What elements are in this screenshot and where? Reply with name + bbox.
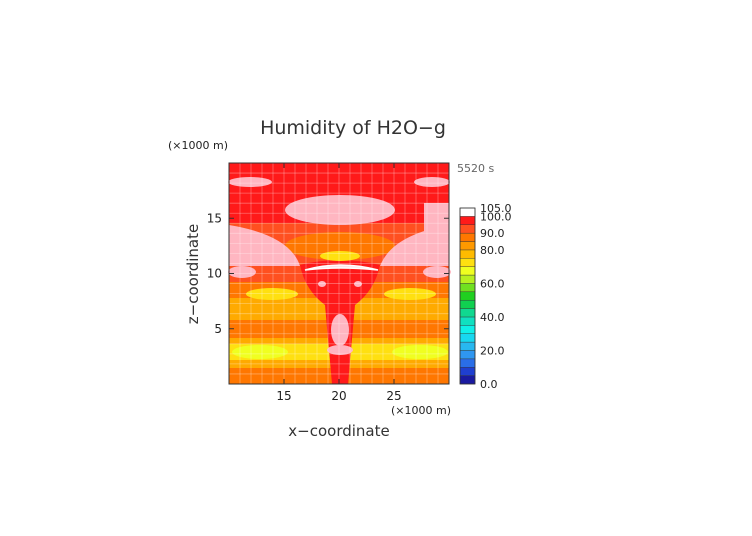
field-pink-dot-right [354,281,362,287]
y-unit-label: (×1000 m) [168,139,228,152]
colorbar-swatch [459,207,476,217]
colorbar-label: 100.0 [480,210,512,223]
colorbar-swatch [459,341,476,351]
field-yellow-lower-left [232,345,288,359]
x-unit-label: (×1000 m) [391,404,451,417]
colorbar-swatch [459,299,476,309]
colorbar-swatch [459,333,476,343]
chart-title: Humidity of H2O−g [260,117,446,139]
field-yellow-lower-right [392,345,448,359]
field-yellow-left [246,288,298,300]
field-upper-dome [285,232,395,260]
x-tick-label: 25 [386,389,401,403]
x-tick-label: 20 [331,389,346,403]
field-pink-dot-left [318,281,326,287]
time-label: 5520 s [457,162,494,175]
colorbar-swatch [459,266,476,276]
y-tick-label: 15 [207,211,222,225]
humidity-field [228,163,451,384]
x-axis-ticks: 15 20 25 [276,163,402,403]
colorbar-label: 40.0 [480,311,505,324]
colorbar-swatch [459,316,476,326]
grid-lines [229,163,449,384]
colorbar-swatch [459,367,476,376]
field-pink-stem [331,314,349,346]
field-pink-lower-left [228,266,256,278]
field-pink-top-left [228,177,272,187]
colorbar-label: 20.0 [480,344,505,357]
colorbar-label: 90.0 [480,227,505,240]
field-pink-stem-base [327,345,353,355]
colorbar-swatch [459,325,476,334]
colorbar-swatch [459,291,476,301]
colorbar-swatch [459,308,476,318]
colorbar-swatch [459,274,476,284]
colorbar-swatch [459,249,476,259]
field-pink-top-center [285,195,395,225]
field-pink-left-wing [229,225,300,266]
colorbar-swatch [459,224,476,234]
colorbar-label: 0.0 [480,378,498,391]
colorbar-frame [459,207,476,385]
field-pink-top-right [414,177,450,187]
colorbar-swatch [459,232,476,242]
y-axis-ticks: 5 10 15 [207,211,449,336]
x-tick-label: 15 [276,389,291,403]
colorbar-label: 80.0 [480,244,505,257]
y-tick-label: 5 [214,322,222,336]
colorbar-swatch [459,283,476,293]
field-pink-right-wing [380,225,449,266]
y-tick-label: 10 [207,267,222,281]
colorbar-swatch [459,358,476,368]
colorbar-swatch [459,216,476,225]
field-pink-arc [304,264,379,271]
x-axis-label: x−coordinate [288,422,389,440]
y-axis-label: z−coordinate [184,224,202,324]
colorbar-swatch [459,241,476,251]
field-upper-dome-core [320,251,360,261]
colorbar-swatch [459,375,476,385]
colorbar-swatch [459,350,476,360]
field-yellow-right [384,288,436,300]
field-pink-lower-right [423,266,451,278]
colorbar-label: 105.0 [480,202,512,215]
colorbar-label: 60.0 [480,277,505,290]
colorbar-swatch [459,258,476,267]
